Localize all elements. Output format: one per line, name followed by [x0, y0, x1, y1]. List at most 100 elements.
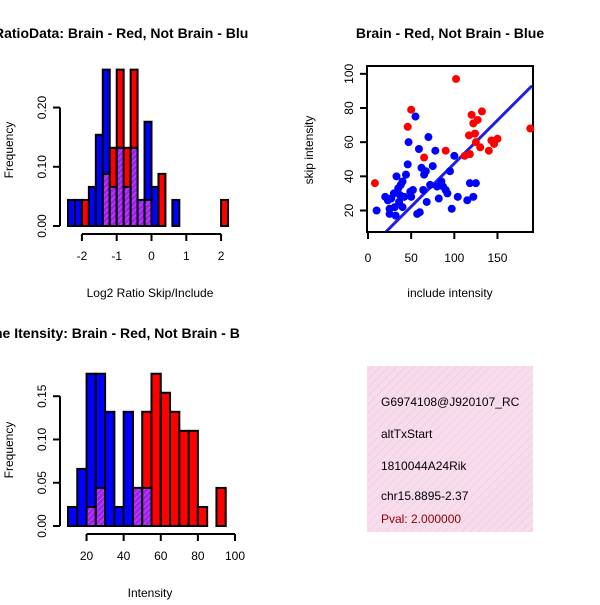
info-event-type: altTxStart	[381, 427, 433, 441]
y-tick-label: 80	[342, 101, 356, 115]
overlap-bar-2	[85, 505, 97, 527]
brain-bar-12	[178, 429, 190, 527]
not-brain-point-46	[463, 196, 472, 205]
x-tick-label: 100	[444, 251, 464, 265]
not-brain-bar-2	[85, 372, 97, 528]
overlap-bar-7	[115, 146, 125, 227]
not-brain-point-41	[443, 189, 452, 198]
brain-point-16	[484, 146, 493, 155]
not-brain-point-19	[404, 138, 413, 147]
brain-point-7	[464, 131, 473, 140]
brain-bar-9	[150, 372, 162, 528]
scatter-plot-box	[366, 65, 534, 233]
not-brain-point-18	[403, 160, 412, 169]
brain-point-15	[477, 107, 486, 116]
not-brain-point-0	[372, 206, 381, 215]
info-location: chr15.8895-2.37	[381, 489, 469, 503]
not-brain-point-44	[450, 151, 459, 160]
not-brain-point-22	[408, 186, 417, 194]
not-brain-point-42	[446, 167, 454, 176]
not-brain-point-30	[421, 167, 430, 176]
y-tick-label: 0.00	[35, 514, 49, 538]
not-brain-point-35	[431, 146, 440, 155]
brain-point-20	[526, 124, 535, 133]
not-brain-point-8	[391, 211, 400, 220]
not-brain-point-16	[400, 192, 409, 201]
y-tick-label: 0.05	[35, 471, 49, 495]
info-panel: G6974108@J920107_RC altTxStart 1810044A2…	[367, 366, 533, 532]
not-brain-point-32	[424, 133, 433, 142]
x-tick-label: 20	[80, 549, 94, 563]
scatter-ylabel: skip intensity	[302, 116, 316, 185]
not-brain-point-48	[469, 192, 478, 201]
intensity-histogram-y-axis: 0.00 0.05 0.10 0.15	[35, 384, 61, 538]
brain-point-0	[370, 179, 379, 188]
brain-point-3	[420, 153, 429, 162]
not-brain-point-37	[434, 194, 443, 203]
overlap-bar-3	[94, 486, 107, 528]
brain-bar-13	[157, 172, 167, 227]
y-tick-label: 0.00	[35, 214, 49, 238]
brain-point-8	[465, 150, 474, 159]
ratio-histogram: RatioData: Brain - Red, Not Brain - Blu …	[0, 25, 248, 300]
y-tick-label: 0.15	[35, 384, 49, 408]
brain-point-9	[467, 110, 476, 119]
intensity-histogram: ne Itensity: Brain - Red, Not Brain - B …	[0, 325, 245, 600]
not-brain-point-28	[419, 186, 428, 194]
info-id: G6974108@J920107_RC	[381, 395, 520, 409]
intensity-histogram-xlabel: Intensity	[128, 586, 173, 600]
info-panel-background	[367, 366, 533, 532]
brain-point-4	[441, 146, 450, 155]
not-brain-point-23	[411, 112, 420, 121]
not-brain-point-26	[415, 208, 424, 217]
not-brain-point-49	[471, 179, 480, 188]
brain-point-19	[493, 134, 502, 143]
brain-point-2	[407, 105, 416, 114]
not-brain-point-33	[426, 180, 435, 189]
brain-bar-2	[80, 198, 90, 227]
y-tick-label: 0.10	[35, 427, 49, 451]
ratio-histogram-ylabel: Frequency	[2, 122, 16, 179]
not-brain-point-43	[447, 204, 456, 213]
ratio-histogram-y-axis: 0.00 0.10 0.20	[35, 96, 61, 238]
scatter-xlabel: include intensity	[407, 286, 492, 300]
brain-bar-13	[187, 429, 199, 527]
y-tick-label: 100	[342, 64, 356, 84]
not-brain-bar-15	[171, 198, 181, 227]
info-pval: Pval: 2.000000	[381, 512, 461, 526]
overlap-bar-8	[122, 185, 132, 228]
not-brain-point-15	[398, 177, 407, 186]
brain-point-11	[471, 129, 480, 138]
x-tick-label: 60	[154, 549, 168, 563]
not-brain-point-9	[392, 172, 401, 181]
not-brain-bar-0	[67, 198, 76, 227]
brain-bar-14	[196, 505, 209, 527]
overlap-bar-7	[131, 486, 144, 528]
not-brain-bar-12	[150, 185, 160, 228]
ratio-histogram-title: RatioData: Brain - Red, Not Brain - Blu	[0, 25, 248, 41]
x-tick-label: 50	[404, 251, 418, 265]
brain-bar-10	[159, 391, 172, 527]
not-brain-point-25	[414, 145, 423, 153]
x-tick-label: 40	[117, 549, 131, 563]
not-brain-point-17	[401, 170, 410, 179]
not-brain-bar-6	[122, 410, 134, 528]
brain-point-1	[403, 122, 412, 131]
x-tick-label: 0	[148, 249, 155, 263]
ratio-histogram-xlabel: Log2 Ratio Skip/Include	[87, 286, 214, 300]
not-brain-point-34	[428, 162, 437, 171]
x-tick-label: 2	[218, 249, 225, 263]
info-gene: 1810044A24Rik	[381, 459, 467, 473]
y-tick-label: 40	[342, 169, 356, 183]
y-tick-label: 0.20	[35, 96, 49, 120]
intensity-histogram-x-axis: 20 40 60 80 100	[80, 533, 245, 563]
overlap-bar-8	[141, 486, 153, 528]
not-brain-bar-3	[87, 185, 97, 228]
y-tick-label: 60	[342, 135, 356, 149]
intensity-histogram-bars	[67, 372, 227, 528]
not-brain-bar-1	[73, 198, 83, 227]
overlap-bar-6	[108, 185, 118, 228]
overlap-bar-9	[129, 146, 139, 227]
not-brain-bar-0	[67, 505, 79, 527]
